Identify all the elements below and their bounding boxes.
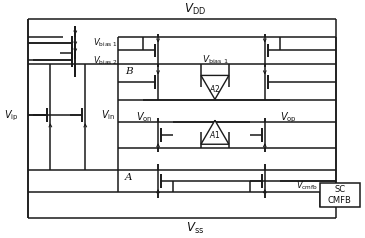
Text: $V_{\mathrm{bias\ 2}}$: $V_{\mathrm{bias\ 2}}$ <box>93 54 118 67</box>
Polygon shape <box>201 75 229 99</box>
Text: $V_{\mathrm{bias\ 1}}$: $V_{\mathrm{bias\ 1}}$ <box>201 53 228 66</box>
Text: $V_{\mathrm{op}}$: $V_{\mathrm{op}}$ <box>280 110 296 124</box>
Text: SC
CMFB: SC CMFB <box>328 185 351 205</box>
Text: $V_{\mathrm{ss}}$: $V_{\mathrm{ss}}$ <box>186 220 204 236</box>
Bar <box>320 183 360 207</box>
Text: B: B <box>125 67 133 76</box>
Text: $A2$: $A2$ <box>209 83 221 94</box>
Text: $V_{\mathrm{bias\ 1}}$: $V_{\mathrm{bias\ 1}}$ <box>93 36 118 49</box>
Text: $V_{\mathrm{in}}$: $V_{\mathrm{in}}$ <box>101 109 116 122</box>
Text: $V_{\mathrm{cmfb}}$: $V_{\mathrm{cmfb}}$ <box>296 180 318 192</box>
Text: $V_{\mathrm{on}}$: $V_{\mathrm{on}}$ <box>136 110 153 124</box>
Text: $A1$: $A1$ <box>209 129 221 140</box>
Text: A: A <box>125 173 132 182</box>
Polygon shape <box>201 120 229 144</box>
Text: $V_{\mathrm{DD}}$: $V_{\mathrm{DD}}$ <box>184 2 206 17</box>
Text: $V_{\mathrm{ip}}$: $V_{\mathrm{ip}}$ <box>4 108 18 123</box>
